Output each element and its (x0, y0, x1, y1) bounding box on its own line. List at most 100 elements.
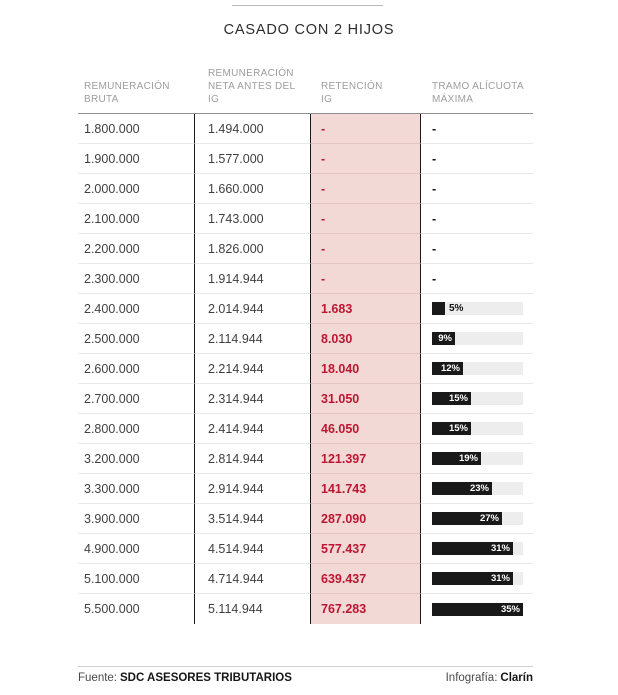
tramo-cell: 35% (421, 594, 533, 624)
tramo-empty-dash: - (432, 241, 437, 256)
tramo-cell: - (421, 114, 533, 144)
tramo-bar-track: 12% (432, 362, 523, 375)
retencion-cell: 577.437 (310, 534, 421, 564)
retencion-cell: - (310, 144, 421, 174)
source-name: SDC ASESORES TRIBUTARIOS (120, 672, 292, 684)
retencion-cell: - (310, 114, 421, 144)
tramo-empty-dash: - (432, 271, 437, 286)
tramo-bar: 12% (432, 362, 463, 375)
neta-cell: 4.514.944 (194, 534, 310, 564)
neta-cell: 2.014.944 (194, 294, 310, 324)
neta-cell: 4.714.944 (194, 564, 310, 594)
table-row: 2.600.000 2.214.944 18.040 12% (78, 354, 533, 384)
tramo-cell: 31% (421, 564, 533, 594)
bruta-cell: 4.900.000 (78, 534, 194, 564)
tramo-cell: - (421, 204, 533, 234)
page-title: CASADO CON 2 HIJOS (223, 22, 395, 38)
tramo-cell: - (421, 264, 533, 294)
infographic-credit: Infografía: Clarín (446, 672, 533, 684)
tramo-bar-track: 35% (432, 602, 523, 616)
tramo-bar: 31% (432, 542, 513, 555)
table-row: 2.300.000 1.914.944- - (78, 264, 533, 294)
neta-cell: 1.826.000 (194, 234, 310, 264)
tramo-bar-label: 9% (438, 333, 452, 344)
tramo-bar (432, 302, 445, 315)
neta-cell: 2.114.944 (194, 324, 310, 354)
retencion-cell: 1.683 (310, 294, 421, 324)
neta-cell: 2.914.944 (194, 474, 310, 504)
table-row: 1.800.000 1.494.000- - (78, 114, 533, 144)
tramo-bar-track: 27% (432, 512, 523, 525)
tramo-cell: - (421, 174, 533, 204)
tramo-bar-label: 15% (448, 423, 468, 434)
retencion-cell: 639.437 (310, 564, 421, 594)
retencion-cell: 18.040 (310, 354, 421, 384)
tramo-cell: - (421, 234, 533, 264)
neta-cell: 2.214.944 (194, 354, 310, 384)
tramo-cell: 15% (421, 414, 533, 444)
neta-cell: 1.914.944 (194, 264, 310, 294)
table-row: 3.300.000 2.914.944 141.743 23% (78, 474, 533, 504)
tramo-bar: 19% (432, 452, 481, 465)
tramo-cell: 31% (421, 534, 533, 564)
neta-cell: 1.494.000 (194, 114, 310, 144)
retencion-cell: - (310, 174, 421, 204)
table-row: 5.100.000 4.714.944 639.437 31% (78, 564, 533, 594)
table-row: 1.900.000 1.577.000- - (78, 144, 533, 174)
tramo-cell: - (421, 144, 533, 174)
tramo-bar-label: 5% (449, 303, 464, 314)
neta-cell: 2.414.944 (194, 414, 310, 444)
tramo-bar-track: 19% (432, 452, 523, 465)
neta-cell: 3.514.944 (194, 504, 310, 534)
bruta-cell: 3.300.000 (78, 474, 194, 504)
table-row: 2.500.000 2.114.944 8.030 9% (78, 324, 533, 354)
neta-cell: 1.743.000 (194, 204, 310, 234)
tramo-empty-dash: - (432, 151, 437, 166)
tramo-cell: 5% (421, 294, 533, 324)
neta-cell: 2.814.944 (194, 444, 310, 474)
table-row: 2.700.000 2.314.944 31.050 15% (78, 384, 533, 414)
tramo-bar-label: 23% (469, 483, 489, 494)
neta-cell: 2.314.944 (194, 384, 310, 414)
tramo-bar: 23% (432, 482, 492, 495)
tramo-bar-label: 27% (479, 513, 499, 524)
bruta-cell: 2.600.000 (78, 354, 194, 384)
neta-cell: 1.577.000 (194, 144, 310, 174)
tramo-bar: 35% (432, 602, 523, 616)
table-row: 2.800.000 2.414.944 46.050 15% (78, 414, 533, 444)
tramo-cell: 12% (421, 354, 533, 384)
table-row: 2.400.000 2.014.944 1.683 5% (78, 294, 533, 324)
source-credit: Fuente: SDC ASESORES TRIBUTARIOS (78, 672, 292, 684)
table-row: 4.900.000 4.514.944 577.437 31% (78, 534, 533, 564)
bruta-cell: 3.200.000 (78, 444, 194, 474)
retencion-cell: 46.050 (310, 414, 421, 444)
tramo-bar: 15% (432, 392, 471, 405)
retencion-cell: - (310, 234, 421, 264)
column-header: RETENCIÓN IG (321, 81, 383, 105)
tramo-bar-label: 35% (500, 603, 520, 615)
tramo-bar-track: 31% (432, 572, 523, 585)
tramo-cell: 19% (421, 444, 533, 474)
tramo-bar-label: 31% (490, 543, 510, 554)
tramo-bar-track: 5% (432, 302, 523, 315)
tramo-bar-label: 31% (490, 573, 510, 584)
bruta-cell: 1.800.000 (78, 114, 194, 144)
tramo-bar: 27% (432, 512, 502, 525)
tramo-bar-track: 15% (432, 422, 523, 435)
tramo-bar-track: 31% (432, 542, 523, 555)
bruta-cell: 2.500.000 (78, 324, 194, 354)
retencion-cell: - (310, 264, 421, 294)
column-header: TRAMO ALÍCUOTA MÁXIMA (432, 81, 524, 105)
tramo-empty-dash: - (432, 181, 437, 196)
tramo-bar-label: 19% (458, 453, 478, 464)
bruta-cell: 2.000.000 (78, 174, 194, 204)
tramo-bar-label: 15% (448, 393, 468, 404)
credit-prefix: Infografía: (445, 672, 498, 684)
bruta-cell: 2.300.000 (78, 264, 194, 294)
column-header: REMUNERACIÓN NETA ANTES DEL IG (208, 68, 296, 105)
credit-name: Clarín (500, 672, 533, 684)
retencion-cell: - (310, 204, 421, 234)
footer-divider (78, 666, 533, 667)
tramo-bar-track: 23% (432, 482, 523, 495)
